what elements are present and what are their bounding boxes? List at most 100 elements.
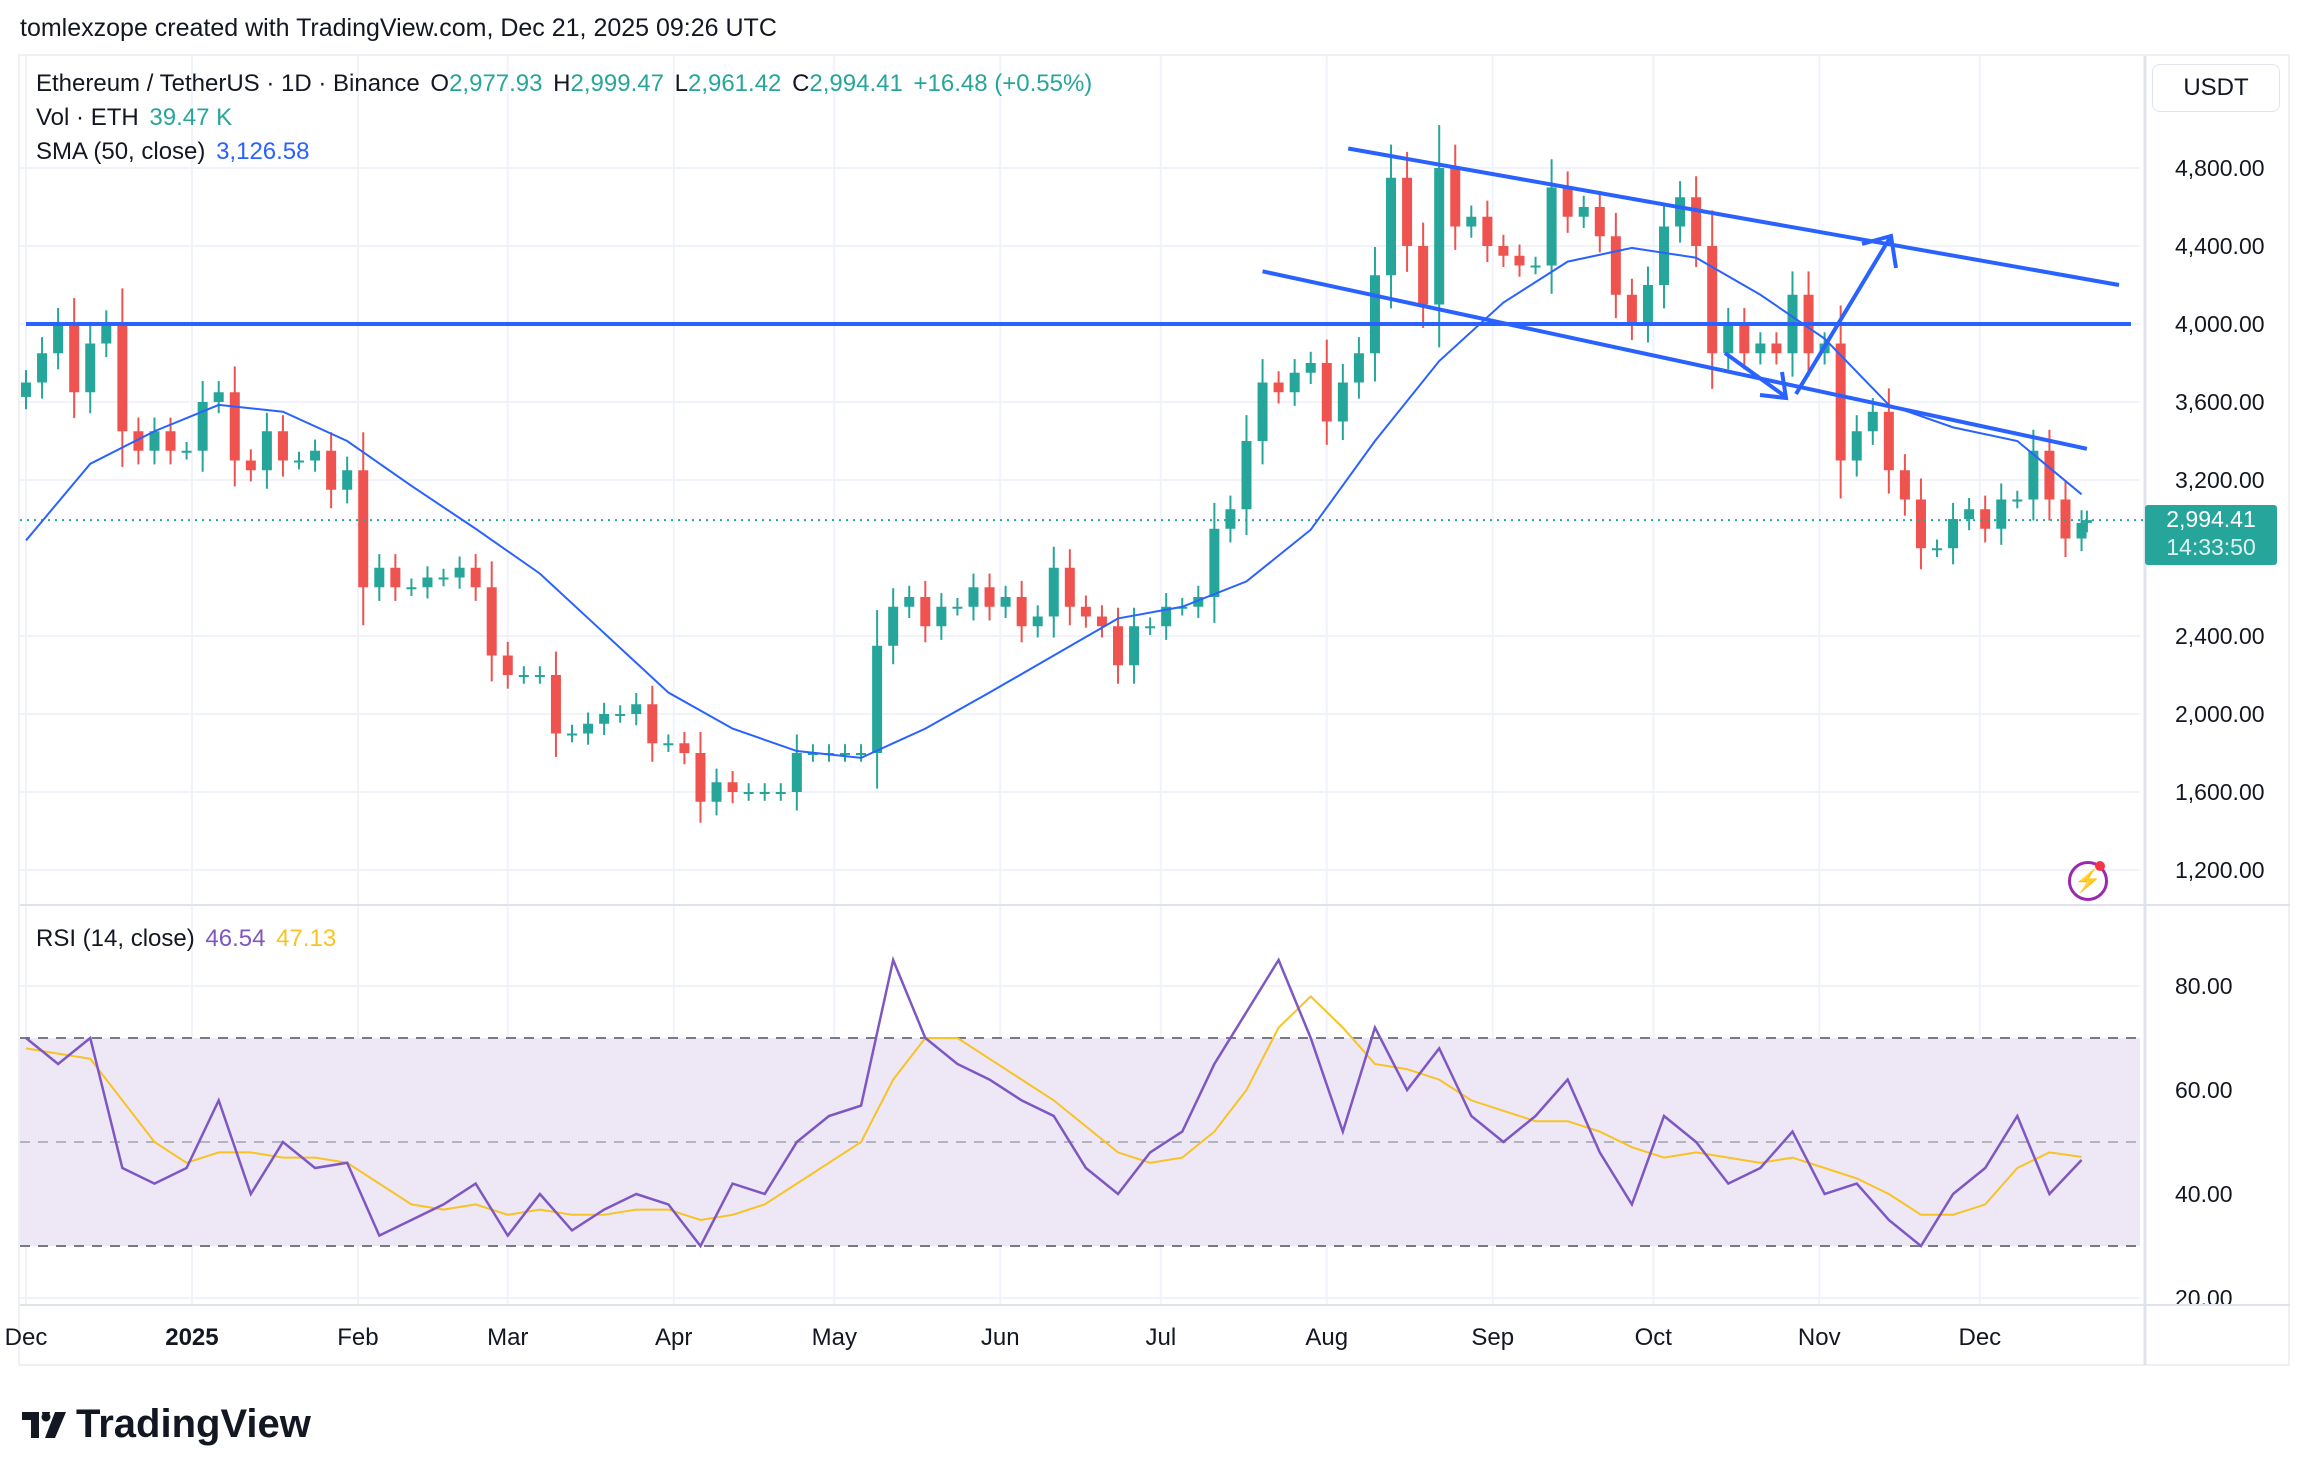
candle-body <box>1948 519 1959 549</box>
candle-body <box>374 567 385 588</box>
candle-body <box>37 353 48 383</box>
candle-body <box>663 743 674 746</box>
candle-body <box>117 324 128 432</box>
price-tick-label: 2,400.00 <box>2175 623 2265 649</box>
candle-body <box>615 714 626 716</box>
down-arrow-line <box>1723 351 1788 399</box>
candle-body <box>310 450 321 461</box>
currency-button[interactable]: USDT <box>2152 64 2280 112</box>
candle-body <box>1064 567 1075 607</box>
price-tick-label: 3,600.00 <box>2175 389 2265 415</box>
candle-body <box>21 382 31 397</box>
candle-body <box>1546 187 1557 266</box>
candle-body <box>1932 548 1943 551</box>
rsi-line <box>25 955 2083 1249</box>
candle-body <box>1755 343 1766 354</box>
candle-body <box>1675 197 1686 227</box>
candle-body <box>631 704 642 714</box>
candle-body <box>872 645 883 753</box>
candle-body <box>1466 216 1477 227</box>
candle-body <box>486 587 497 656</box>
candle-body <box>1032 616 1043 627</box>
candle-body <box>1000 597 1011 607</box>
candle-body <box>534 675 545 677</box>
rsi-ma-line <box>25 995 2082 1222</box>
tradingview-logo-icon <box>22 1411 66 1438</box>
rsi-tick-label: 80.00 <box>2175 973 2233 999</box>
candle-body <box>1723 324 1734 354</box>
candle-body <box>1080 606 1091 617</box>
candle-body <box>326 450 337 490</box>
rsi-value: 46.54 <box>205 925 266 952</box>
last-price: 2,994.41 <box>2166 506 2256 532</box>
candle-body <box>1241 441 1252 510</box>
candle-body <box>1369 275 1380 354</box>
high-value: 2,999.47 <box>570 70 664 97</box>
candle-body <box>1610 236 1621 295</box>
candle-body <box>695 753 706 802</box>
volume-value: 39.47 K <box>149 104 233 131</box>
candle-body <box>1402 177 1413 246</box>
time-tick-label: Apr <box>655 1324 692 1351</box>
rsi-legend[interactable]: RSI (14, close) 46.54 47.13 <box>36 925 340 953</box>
rsi-label: RSI (14, close) <box>36 925 195 952</box>
lightning-icon[interactable]: ⚡ <box>2068 861 2108 901</box>
candle-body <box>1642 285 1653 324</box>
candle-body <box>759 792 770 794</box>
candle-body <box>936 606 947 627</box>
candle-body <box>454 567 465 578</box>
candle-body <box>856 753 867 755</box>
price-tick-label: 1,200.00 <box>2175 857 2265 883</box>
candle-body <box>2028 450 2039 500</box>
candle-body <box>1048 567 1059 617</box>
time-tick-label: 2025 <box>165 1324 218 1351</box>
brand-name: TradingView <box>76 1402 311 1446</box>
candle-body <box>1915 499 1926 549</box>
candle-body <box>133 431 144 451</box>
candle-body <box>904 597 915 607</box>
price-tick-label: 2,000.00 <box>2175 701 2265 727</box>
volume-legend[interactable]: Vol · ETH 39.47 K <box>36 104 236 132</box>
candle-body <box>470 567 481 588</box>
candle-body <box>567 733 578 736</box>
sma-legend[interactable]: SMA (50, close) 3,126.58 <box>36 138 314 166</box>
candle-body <box>294 460 305 463</box>
candle-body <box>1739 324 1750 354</box>
symbol-title[interactable]: Ethereum / TetherUS · 1D · Binance <box>36 70 420 97</box>
candle-body <box>390 567 401 588</box>
time-tick-label: Jul <box>1145 1324 1176 1351</box>
candle-body <box>149 431 160 451</box>
candle-body <box>583 723 594 734</box>
candle-body <box>1771 343 1782 354</box>
symbol-legend: Ethereum / TetherUS · 1D · Binance O2,97… <box>36 70 1096 98</box>
price-tick-label: 4,000.00 <box>2175 311 2265 337</box>
up-arrow-line <box>1794 234 1893 396</box>
candle-body <box>277 431 288 461</box>
candle-body <box>1273 382 1284 393</box>
candle-body <box>1450 168 1461 227</box>
time-tick-label: Oct <box>1635 1324 1673 1351</box>
candle-body <box>1193 597 1204 607</box>
candle-body <box>1514 255 1525 266</box>
close-label: C <box>792 70 810 97</box>
candle-body <box>1562 187 1573 217</box>
candle-body <box>422 577 433 588</box>
candle-body <box>743 792 754 794</box>
candle-body <box>1161 606 1172 627</box>
candle-body <box>888 606 899 646</box>
candle-body <box>727 782 738 792</box>
candle-body <box>85 343 96 393</box>
candle-body <box>807 753 818 755</box>
candle-body <box>1305 363 1316 373</box>
candle-body <box>1691 197 1702 246</box>
candle-body <box>1145 626 1156 629</box>
rsi-tick-label: 40.00 <box>2175 1181 2233 1207</box>
candle-body <box>791 753 802 792</box>
candle-body <box>775 792 786 794</box>
tradingview-logo[interactable]: TradingView <box>22 1402 311 1447</box>
time-tick-label: Dec <box>1959 1324 2002 1351</box>
open-label: O <box>430 70 450 97</box>
candle-body <box>1964 509 1975 519</box>
last-price-label: 2,994.41 14:33:50 <box>2145 505 2277 565</box>
